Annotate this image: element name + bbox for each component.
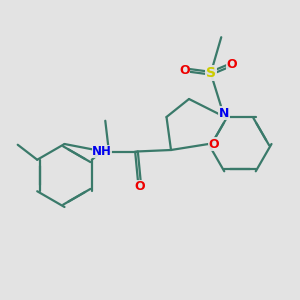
Text: O: O <box>226 58 237 71</box>
Text: O: O <box>134 180 145 193</box>
Text: S: S <box>206 66 216 80</box>
Text: O: O <box>208 137 219 151</box>
Text: N: N <box>219 106 230 120</box>
Text: NH: NH <box>92 145 112 158</box>
Text: O: O <box>179 64 190 77</box>
